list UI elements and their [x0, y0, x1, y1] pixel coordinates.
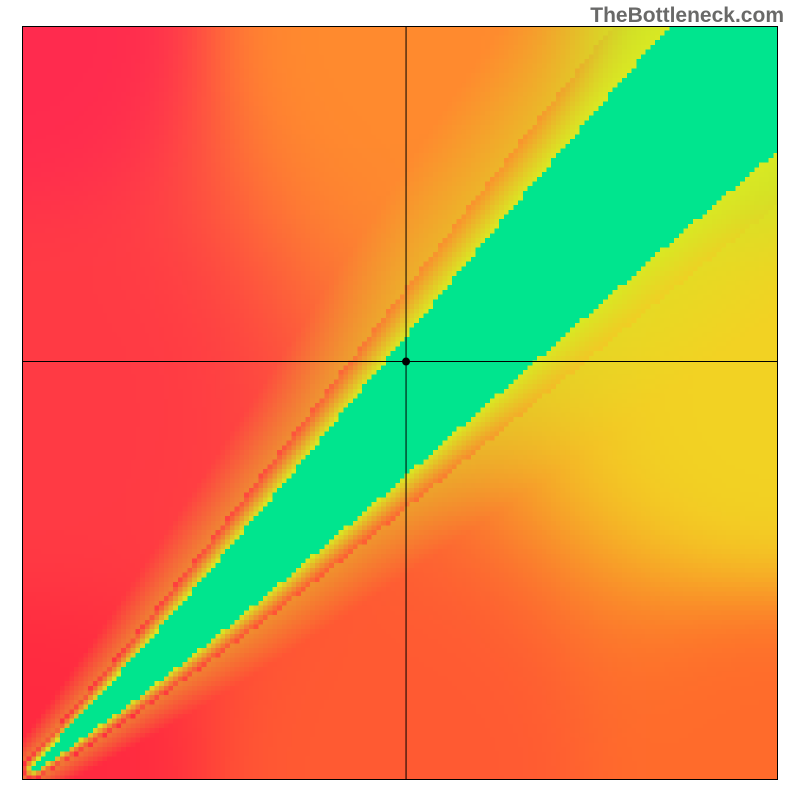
watermark-text: TheBottleneck.com: [590, 4, 784, 28]
chart-container: TheBottleneck.com: [0, 0, 800, 800]
heatmap-canvas: [22, 26, 778, 780]
